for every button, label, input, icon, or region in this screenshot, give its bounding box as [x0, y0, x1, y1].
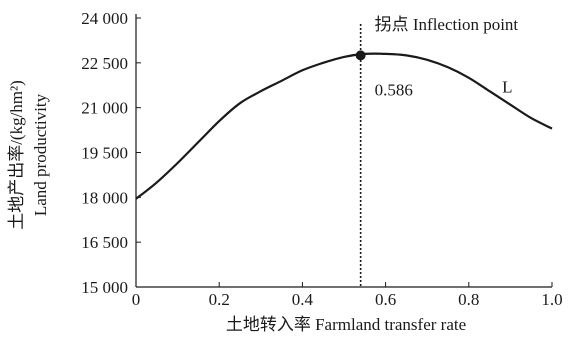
x-tick-label: 0 — [132, 290, 141, 309]
y-tick-label: 16 500 — [81, 233, 128, 252]
series-line-L — [135, 52, 553, 200]
y-tick-label: 24 000 — [81, 9, 128, 28]
inflection-value-label: 0.586 — [375, 80, 413, 99]
series-label: L — [502, 78, 512, 97]
y-tick-label: 18 000 — [81, 188, 128, 207]
y-tick-label: 19 500 — [81, 144, 128, 163]
x-tick-label: 0.4 — [292, 290, 314, 309]
inflection-label: 拐点 Inflection point — [375, 15, 519, 34]
y-tick-label: 15 000 — [81, 278, 128, 297]
series — [135, 52, 553, 200]
axes — [135, 14, 552, 288]
x-tick-label: 1.0 — [541, 290, 562, 309]
ticks: 15 000 16 500 18 000 19 500 21 000 22 500 24 0… — [81, 9, 562, 309]
x-tick-label: 0.2 — [209, 290, 230, 309]
inflection-point-marker — [355, 50, 366, 61]
y-tick-label: 22 500 — [81, 54, 128, 73]
y-axis-title-line2: Land productivity — [31, 93, 50, 216]
x-tick-label: 0.6 — [375, 290, 396, 309]
annotations: 拐点 Inflection point 0.586 L — [355, 15, 519, 287]
x-tick-label: 0.8 — [458, 290, 479, 309]
y-tick-label: 21 000 — [81, 99, 128, 118]
y-axis-title-line1: 土地产出率/(kg/hm²) — [7, 80, 26, 230]
x-axis-title: 土地转入率 Farmland transfer rate — [226, 315, 466, 334]
